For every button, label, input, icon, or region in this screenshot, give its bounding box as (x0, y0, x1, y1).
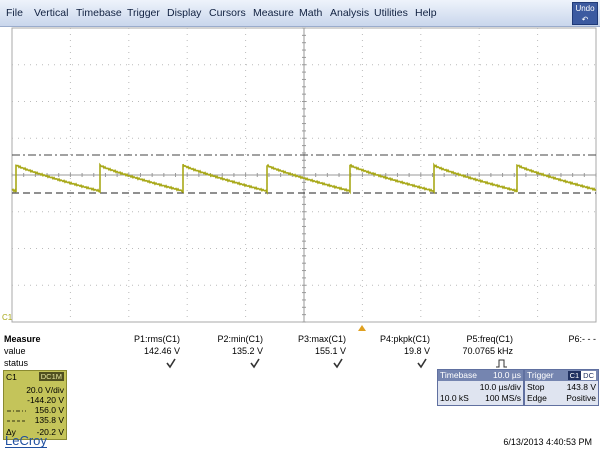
trigger-type: Edge (527, 393, 547, 403)
channel-name: C1 (6, 372, 17, 382)
status-icons (166, 358, 507, 369)
status-pulse (496, 359, 507, 368)
status-check (417, 358, 427, 369)
channel-offset: -144.20 V (27, 395, 64, 405)
trigger-source: C1 (567, 371, 582, 380)
menu-item[interactable]: Display (167, 7, 202, 19)
measure-title: Measure (4, 334, 41, 344)
trigger-level: 143.8 V (566, 382, 596, 392)
cursor2-value: 135.8 V (34, 415, 64, 425)
menu-item[interactable]: Help (415, 7, 437, 19)
menu-bar: Undo ↶ File Vertical Timebase Trigger Display… (0, 0, 600, 27)
row-label: value (4, 346, 26, 356)
measure-name[interactable]: P2:min(C1) (217, 334, 263, 344)
coupling-badge: DC1M (38, 372, 64, 381)
trigger-box[interactable]: Trigger C1 DC Stop 143.8 V Edge Positive (524, 369, 599, 406)
measure-value: 70.0765 kHz (462, 346, 513, 356)
undo-button[interactable]: Undo ↶ (572, 2, 598, 25)
trigger-title: Trigger (527, 370, 554, 380)
grid (11, 27, 597, 323)
trigger-mode: Stop (527, 382, 545, 392)
measure-name[interactable]: P6:- - - (568, 334, 596, 344)
measure-name[interactable]: P1:rms(C1) (133, 334, 180, 344)
measure-value: 19.8 V (403, 346, 430, 356)
status-check (250, 358, 260, 369)
timebase-title: Timebase (440, 370, 478, 380)
trigger-coupling: DC (581, 371, 596, 380)
measure-name[interactable]: P3:max(C1) (297, 334, 346, 344)
graticule: C1 (2, 27, 597, 331)
row-label: status (4, 358, 29, 368)
menu-item[interactable]: Trigger (127, 7, 160, 19)
measure-name[interactable]: P4:pkpk(C1) (379, 334, 430, 344)
trigger-source-coupling: C1 DC (567, 370, 596, 380)
delta-value: -20.2 V (36, 427, 64, 437)
channel-scale: 20.0 V/div (26, 385, 64, 395)
cursor-icons (7, 410, 26, 422)
menu-item[interactable]: Analysis (330, 7, 370, 19)
timestamp: 6/13/2013 4:40:53 PM (503, 437, 592, 447)
measure-value: 135.2 V (231, 346, 263, 356)
channel-header: C1 DC1M (6, 372, 64, 382)
menu-item[interactable]: Measure (253, 7, 294, 19)
measure-value: 155.1 V (314, 346, 346, 356)
status-check (333, 358, 343, 369)
measure-name[interactable]: P5:freq(C1) (466, 334, 513, 344)
measure-value: 142.46 V (143, 346, 180, 356)
delta-label: Δy (6, 427, 16, 437)
trigger-slope: Positive (566, 393, 596, 403)
menu-item[interactable]: Cursors (209, 7, 246, 19)
status-check (166, 358, 176, 369)
menu-item[interactable]: Math (299, 7, 323, 19)
undo-icon: ↶ (581, 15, 589, 24)
timebase-samples: 10.0 kS (440, 393, 469, 403)
timebase-rate: 100 MS/s (485, 393, 521, 403)
timebase-scale: 10.0 µs/div (479, 382, 521, 392)
brand-logo: LeCroy (5, 433, 47, 448)
trigger-header: Trigger C1 DC (525, 370, 598, 381)
trigger-marker (358, 325, 366, 331)
menu-item[interactable]: Utilities (374, 7, 408, 19)
menu-item[interactable]: Timebase (76, 7, 122, 19)
channel-box[interactable]: C1 DC1M 20.0 V/div -144.20 V 156.0 V 135.… (3, 370, 67, 440)
cursor1-value: 156.0 V (34, 405, 64, 415)
timebase-delay: 10.0 µs (492, 370, 521, 380)
trace-label: C1 (2, 313, 13, 322)
undo-label: Undo (575, 4, 595, 13)
menu-item[interactable]: File (6, 7, 23, 19)
menu-item[interactable]: Vertical (34, 7, 69, 19)
waveform (11, 162, 597, 195)
timebase-header: Timebase 10.0 µs (438, 370, 523, 381)
timebase-box[interactable]: Timebase 10.0 µs 10.0 µs/div 10.0 kS 100… (437, 369, 524, 406)
